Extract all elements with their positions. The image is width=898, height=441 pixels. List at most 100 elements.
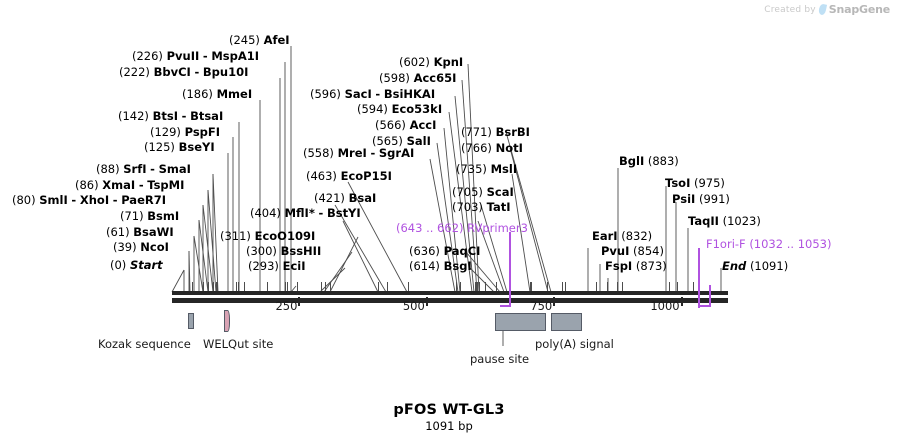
site-enzyme: BbvCI [153, 65, 191, 79]
site-label-pvui[interactable]: PvuI (854) [601, 245, 664, 257]
site-enzyme: BsrBI [495, 125, 530, 139]
feature-box[interactable] [223, 310, 230, 332]
site-position: (883) [647, 154, 679, 168]
site-position: (771) [461, 125, 492, 139]
cut-site-mark [324, 282, 326, 291]
site-label-sali[interactable]: (565) SalI [372, 135, 431, 147]
feature-box[interactable] [495, 313, 546, 331]
site-label-ecoo109i[interactable]: (311) EcoO109I [220, 230, 315, 242]
site-label-paqci[interactable]: (636) PaqCI [409, 245, 480, 257]
feature-label: poly(A) signal [535, 337, 614, 351]
site-position: (293) [248, 259, 279, 273]
site-position: (975) [694, 176, 725, 190]
site-label-mfli[interactable]: (404) MflI* - BstYI [250, 206, 361, 220]
site-label-bsawi[interactable]: (61) BsaWI [106, 226, 174, 238]
sequence-backbone-bottom [172, 298, 728, 303]
site-label-start[interactable]: (0) Start [110, 259, 163, 271]
primer-stem [509, 232, 512, 307]
site-position: (558) [303, 146, 334, 160]
site-label-saci[interactable]: (596) SacI - BsiHKAI [310, 87, 436, 101]
site-label-ncoi[interactable]: (39) NcoI [113, 241, 169, 253]
site-label-msli[interactable]: (735) MslI [456, 163, 517, 175]
site-position: (125) [144, 140, 175, 154]
site-position: (71) [120, 209, 144, 223]
site-position: (186) [182, 87, 213, 101]
ruler-tick [425, 297, 428, 306]
site-label-end[interactable]: End (1091) [722, 260, 788, 272]
site-position: (421) [314, 191, 345, 205]
site-label-bseyi[interactable]: (125) BseYI [144, 141, 215, 153]
site-enzyme: SmaI [158, 162, 191, 176]
site-enzyme: PaeR7I [121, 193, 167, 207]
site-label-ecop15i[interactable]: (463) EcoP15I [306, 170, 392, 182]
site-label-tati[interactable]: (703) TatI [452, 201, 511, 213]
site-enzyme: BsaI [348, 191, 377, 205]
site-enzyme: BssHII [280, 244, 322, 258]
site-enzyme: Bpu10I [202, 65, 249, 79]
feature-box[interactable] [187, 313, 194, 329]
site-label-bsshii[interactable]: (300) BssHII [246, 245, 321, 257]
feature-label: WELQut site [203, 337, 274, 351]
ruler-tick-label: 1000 [650, 299, 680, 313]
site-position: (129) [150, 125, 181, 139]
primer-tick [708, 285, 711, 307]
site-enzyme: Acc65I [413, 71, 457, 85]
cut-site-mark [475, 282, 477, 291]
site-label-bsrbi[interactable]: (771) BsrBI [461, 126, 530, 138]
site-enzyme: EarI [592, 229, 618, 243]
site-label-fspi[interactable]: FspI (873) [605, 260, 667, 272]
site-enzyme: BsiHKAI [383, 87, 436, 101]
primer-stem [697, 248, 700, 308]
site-label-acc65i[interactable]: (598) Acc65I [379, 72, 456, 84]
cut-site-mark [607, 282, 609, 291]
feature-box[interactable] [550, 313, 582, 331]
site-enzyme: PvuII [166, 49, 200, 63]
site-label-srfi[interactable]: (88) SrfI - SmaI [96, 162, 191, 176]
site-label-noti[interactable]: (766) NotI [461, 142, 523, 154]
site-label-ecii[interactable]: (293) EciI [248, 260, 306, 272]
site-label-acci[interactable]: (566) AccI [375, 119, 436, 131]
site-label-mrei[interactable]: (558) MreI - SgrAI [303, 146, 415, 160]
site-label-eco53ki[interactable]: (594) Eco53kI [357, 103, 442, 115]
site-label-kpni[interactable]: (602) KpnI [399, 56, 463, 68]
site-label-xmai[interactable]: (86) XmaI - TspMI [75, 178, 185, 192]
site-label-pvuii[interactable]: (226) PvuII - MspA1I [132, 49, 260, 63]
plasmid-length: 1091 bp [425, 419, 473, 433]
site-position: (854) [633, 244, 664, 258]
site-position: (226) [132, 49, 163, 63]
site-label-bgli[interactable]: BglI (883) [619, 155, 679, 167]
primer-range: (1032 .. 1053) [749, 237, 832, 251]
site-label-mmei[interactable]: (186) MmeI [182, 88, 252, 100]
site-label-btsi[interactable]: (142) BtsI - BtsaI [118, 109, 224, 123]
site-label-psii[interactable]: PsiI (991) [672, 193, 730, 205]
cut-site-mark [693, 282, 695, 291]
site-enzyme: MslI [490, 162, 518, 176]
site-label-taqii[interactable]: TaqII (1023) [688, 215, 761, 227]
ruler-tick-label: 750 [530, 299, 553, 313]
site-enzyme: AccI [409, 118, 437, 132]
cut-site-mark [191, 282, 193, 291]
primer-bar[interactable] [499, 305, 510, 307]
site-label-bbvci[interactable]: (222) BbvCI - Bpu10I [119, 65, 249, 79]
site-label-smli[interactable]: (80) SmlI - XhoI - PaeR7I [12, 193, 167, 207]
site-position: (245) [229, 33, 260, 47]
site-label-tsoi[interactable]: TsoI (975) [665, 177, 725, 189]
plasmid-title: pFOS WT-GL3 [393, 402, 505, 418]
site-enzyme: MspA1I [211, 49, 260, 63]
site-position: (300) [246, 244, 277, 258]
site-label-bsgi[interactable]: (614) BsgI [409, 260, 472, 272]
site-label-scai[interactable]: (705) ScaI [452, 186, 514, 198]
site-label-bsai[interactable]: (421) BsaI [314, 192, 376, 204]
site-label-pspfi[interactable]: (129) PspFI [150, 126, 220, 138]
site-label-afei[interactable]: (245) AfeI [229, 34, 290, 46]
primer-label-f1ori-f[interactable]: F1ori-F (1032 .. 1053) [706, 238, 831, 250]
cut-site-mark [596, 282, 597, 291]
site-label-eari[interactable]: EarI (832) [592, 230, 652, 242]
site-label-bsmi[interactable]: (71) BsmI [120, 210, 179, 222]
primer-bar[interactable] [697, 305, 709, 307]
site-position: (766) [461, 141, 492, 155]
cut-site-mark [386, 282, 388, 291]
cut-site-mark [484, 282, 486, 291]
primer-label-rvprimer3[interactable]: (643 .. 662) RVprimer3 [396, 222, 528, 234]
